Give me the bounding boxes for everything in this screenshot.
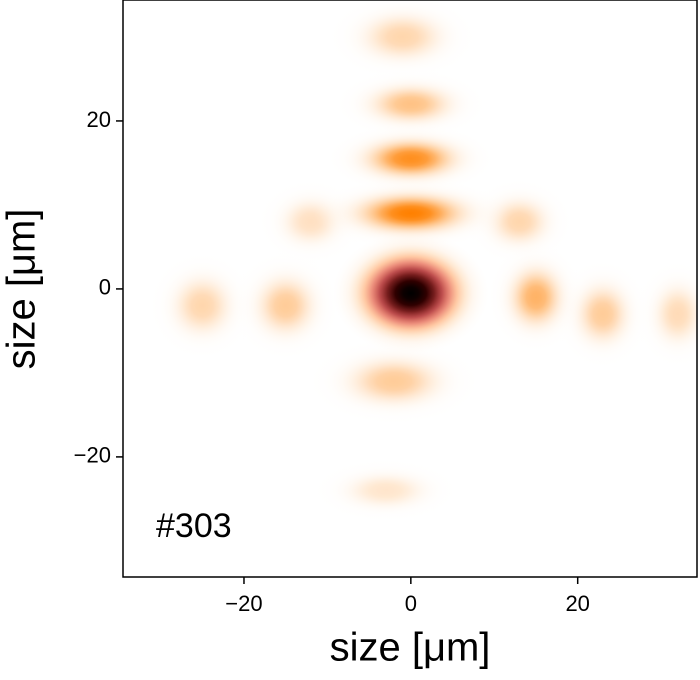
y-tick-label: 20 [87, 107, 111, 132]
x-tick-label: 0 [405, 591, 417, 616]
y-tick-label: −20 [74, 443, 111, 468]
heat-spot [488, 242, 584, 352]
y-tick-label: 0 [99, 275, 111, 300]
heat-spot [332, 231, 489, 355]
x-tick-label: 20 [565, 591, 589, 616]
heat-spot [148, 251, 257, 361]
heat-spot [326, 0, 479, 81]
heat-spot [307, 337, 481, 425]
heat-spot [231, 251, 340, 361]
x-axis-label: size [μm] [330, 626, 491, 670]
heatmap [148, 0, 697, 524]
y-axis-label: size [μm] [0, 209, 44, 370]
heat-spot [334, 69, 487, 140]
annotation: #303 [156, 507, 232, 545]
x-tick-label: −20 [225, 591, 262, 616]
heat-spot [634, 259, 697, 369]
heat-spot [313, 178, 509, 249]
heat-spot [309, 457, 462, 524]
heat-spot [328, 123, 494, 194]
